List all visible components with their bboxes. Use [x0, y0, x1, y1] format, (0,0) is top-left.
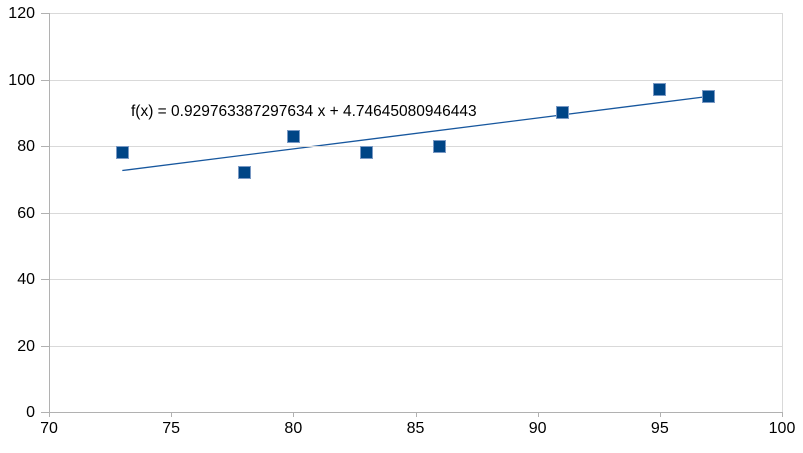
trendline-equation-label[interactable]: f(x) = 0.929763387297634 x + 4.746450809…	[131, 103, 477, 120]
x-axis-tick	[49, 412, 50, 417]
plot-right-border	[782, 13, 783, 412]
y-axis-tick-label: 20	[17, 337, 35, 355]
x-axis-tick-label: 95	[650, 420, 669, 437]
data-point-marker[interactable]	[360, 146, 374, 160]
y-axis-tick	[41, 412, 49, 413]
trendline[interactable]	[122, 95, 709, 172]
y-axis-tick	[41, 13, 49, 14]
x-axis-tick	[659, 412, 661, 417]
y-axis-tick	[41, 345, 49, 347]
x-axis-tick-label: 70	[40, 420, 58, 437]
horizontal-gridline	[49, 146, 782, 147]
data-point-marker[interactable]	[555, 106, 569, 120]
horizontal-gridline	[49, 212, 782, 214]
y-axis-tick-label: 40	[17, 271, 35, 288]
y-axis-tick	[41, 279, 49, 280]
data-point-marker[interactable]	[702, 89, 716, 103]
y-axis-tick-label: 60	[17, 204, 35, 222]
x-axis-tick-label: 90	[528, 420, 547, 437]
y-axis-line	[49, 13, 50, 412]
x-axis-tick-label: 80	[284, 420, 303, 437]
y-axis-tick	[41, 79, 49, 81]
data-point-marker[interactable]	[286, 129, 300, 143]
x-axis-tick-label: 100	[768, 420, 796, 437]
x-axis-tick	[293, 412, 295, 417]
x-axis-tick	[415, 412, 417, 417]
y-axis-tick	[41, 146, 49, 147]
x-axis-tick	[537, 412, 539, 417]
y-axis-tick-label: 80	[17, 138, 35, 155]
horizontal-gridline	[49, 345, 782, 347]
y-axis-tick	[41, 212, 49, 214]
horizontal-gridline	[49, 13, 782, 14]
x-axis-tick-label: 75	[162, 420, 181, 437]
y-axis-tick-label: 120	[8, 5, 35, 22]
horizontal-gridline	[49, 279, 782, 280]
x-axis-tick	[782, 412, 783, 417]
data-point-marker[interactable]	[237, 166, 251, 180]
x-axis-tick-label: 85	[406, 420, 425, 437]
x-axis-tick	[171, 412, 173, 417]
horizontal-gridline	[49, 79, 782, 81]
data-point-marker[interactable]	[433, 139, 447, 153]
data-point-marker[interactable]	[653, 82, 667, 96]
y-axis-tick-label: 100	[8, 71, 35, 89]
data-point-marker[interactable]	[115, 146, 129, 160]
y-axis-tick-label: 0	[26, 404, 35, 421]
